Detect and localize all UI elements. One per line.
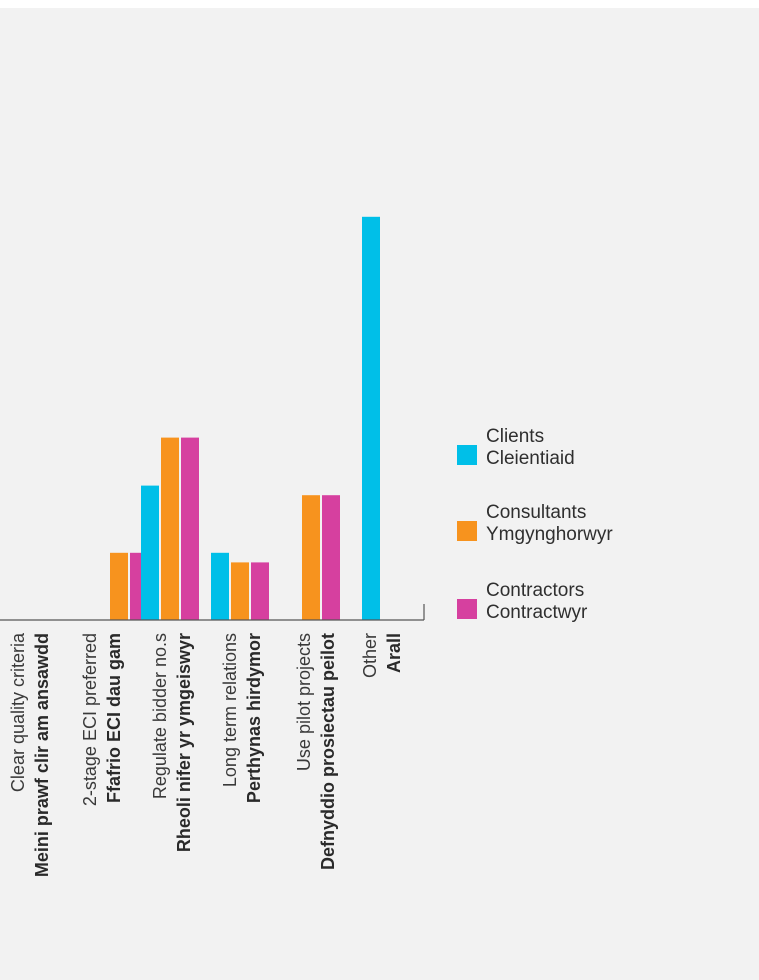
x-tick-label-2: Regulate bidder no.s Rheoli nifer yr ymge… bbox=[150, 633, 194, 852]
x-tick-label-0: Clear quality criteria Meini prawf clir a… bbox=[8, 632, 52, 877]
legend-label-consultants: Consultants bbox=[486, 502, 586, 523]
bar-contractors-2 bbox=[181, 437, 199, 620]
x-tick-label-cy: Ffafrio ECI dau gam bbox=[104, 633, 124, 803]
legend-label-contractors: Contractors bbox=[486, 580, 584, 601]
x-tick-label-en: Clear quality criteria bbox=[8, 632, 28, 792]
x-tick-label-en: Regulate bidder no.s bbox=[150, 633, 170, 799]
x-tick-label-en: Other bbox=[360, 633, 380, 678]
bar-consultants-3 bbox=[231, 562, 249, 620]
bar-chart: Clear quality criteria Meini prawf clir a… bbox=[0, 216, 613, 877]
bar-clients-5 bbox=[362, 216, 380, 621]
bar-contractors-3 bbox=[251, 562, 269, 620]
legend-swatch-contractors bbox=[457, 599, 477, 619]
x-tick-label-1: 2-stage ECI preferred Ffafrio ECI dau gam bbox=[80, 633, 124, 806]
x-tick-label-cy: Defnyddio prosiectau peilot bbox=[318, 633, 338, 870]
x-tick-label-en: Long term relations bbox=[220, 633, 240, 787]
x-axis bbox=[0, 604, 425, 621]
x-tick-label-cy: Meini prawf clir am ansawdd bbox=[32, 633, 52, 877]
x-tick-label-cy: Arall bbox=[384, 633, 404, 673]
bar-consultants-2 bbox=[161, 437, 179, 620]
legend-label-cy-consultants: Ymgynghorwyr bbox=[486, 524, 613, 545]
legend-label-cy-clients: Cleientiaid bbox=[486, 448, 575, 469]
bar-consultants-4 bbox=[302, 495, 320, 620]
x-tick-label-3: Long term relations Perthynas hirdymor bbox=[220, 633, 264, 803]
legend-swatch-clients bbox=[457, 445, 477, 465]
x-tick-label-cy: Perthynas hirdymor bbox=[244, 633, 264, 803]
legend-swatch-consultants bbox=[457, 521, 477, 541]
x-tick-label-5: Other Arall bbox=[360, 633, 404, 678]
x-tick-label-en: 2-stage ECI preferred bbox=[80, 633, 100, 806]
legend-label-cy-contractors: Contractwyr bbox=[486, 602, 588, 623]
bars-group bbox=[110, 216, 380, 621]
x-tick-labels: Clear quality criteria Meini prawf clir a… bbox=[8, 632, 404, 877]
chart-background: Clear quality criteria Meini prawf clir a… bbox=[0, 8, 759, 980]
x-tick-label-4: Use pilot projects Defnyddio prosiectau p… bbox=[294, 633, 338, 870]
x-tick-label-en: Use pilot projects bbox=[294, 633, 314, 771]
bar-consultants-1 bbox=[110, 552, 128, 620]
x-tick-label-cy: Rheoli nifer yr ymgeiswyr bbox=[174, 633, 194, 852]
bar-clients-2 bbox=[141, 485, 159, 620]
bar-clients-3 bbox=[211, 552, 229, 620]
bar-contractors-4 bbox=[322, 495, 340, 620]
legend-label-clients: Clients bbox=[486, 426, 544, 447]
